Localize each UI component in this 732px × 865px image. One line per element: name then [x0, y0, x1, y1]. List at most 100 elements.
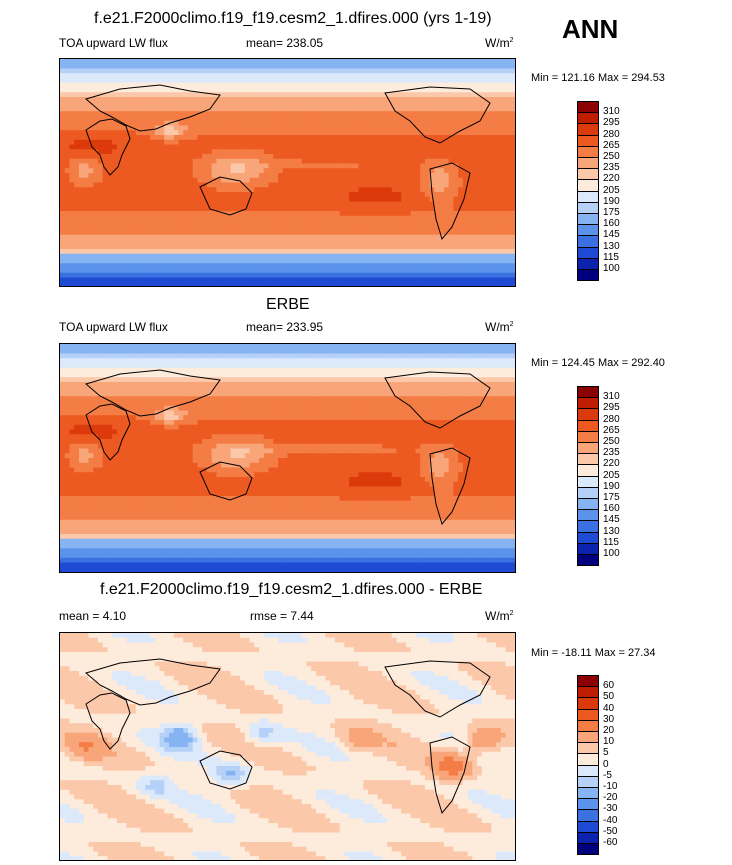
- map-cell: [78, 230, 85, 236]
- map-cell: [74, 111, 80, 117]
- map-cell: [315, 344, 322, 350]
- map-cell: [216, 230, 222, 236]
- map-cell: [382, 201, 388, 207]
- map-cell: [410, 244, 417, 250]
- map-cell: [135, 173, 142, 179]
- map-cell: [278, 230, 284, 236]
- map-cell: [349, 211, 355, 217]
- map-cell: [131, 192, 137, 198]
- map-cell: [121, 135, 127, 141]
- map-cell: [382, 130, 388, 136]
- map-cell: [197, 73, 203, 79]
- map-cell: [500, 82, 507, 89]
- map-cell: [230, 149, 236, 155]
- map-cell: [496, 144, 502, 150]
- map-cell: [320, 196, 327, 203]
- map-cell: [315, 158, 322, 165]
- map-cell: [472, 149, 478, 155]
- map-cell: [439, 182, 445, 188]
- coastline: [85, 118, 131, 176]
- map-cell: [278, 211, 284, 217]
- map-cell: [472, 87, 478, 93]
- map-cell: [145, 78, 151, 84]
- map-cell: [415, 211, 421, 217]
- map-cell: [330, 272, 336, 279]
- map-cell: [439, 68, 445, 74]
- map-cell: [368, 282, 374, 286]
- map-cell: [97, 258, 104, 264]
- map-cell: [131, 225, 137, 231]
- map-cell: [311, 144, 317, 150]
- map-cell: [150, 272, 156, 279]
- map-cell: [273, 97, 279, 103]
- map-cell: [292, 154, 298, 160]
- map-cell: [173, 135, 180, 141]
- map-cell: [69, 353, 75, 359]
- map-cell: [230, 82, 236, 89]
- map-cell: [240, 144, 246, 150]
- map-cell: [505, 225, 511, 231]
- map-cell: [254, 173, 260, 179]
- map-cell: [169, 187, 175, 193]
- map-cell: [216, 253, 222, 260]
- map-cell: [178, 234, 184, 241]
- map-cell: [192, 130, 199, 136]
- map-cell: [225, 225, 232, 231]
- map-cell: [306, 258, 312, 264]
- map-cell: [372, 187, 379, 193]
- map-cell: [216, 163, 222, 169]
- map-cell: [387, 163, 393, 169]
- map-cell: [292, 163, 298, 169]
- map-cell: [410, 92, 417, 98]
- map-cell: [429, 215, 436, 222]
- map-cell: [429, 68, 436, 74]
- map-cell: [363, 173, 369, 179]
- map-cell: [197, 111, 203, 117]
- map-cell: [107, 92, 113, 98]
- map-cell: [206, 353, 213, 359]
- map-cell: [197, 177, 203, 184]
- map-cell: [467, 258, 473, 264]
- map-cell: [315, 263, 322, 269]
- map-cell: [173, 196, 180, 203]
- map-cell: [458, 139, 464, 146]
- map-cell: [387, 220, 393, 226]
- map-cell: [396, 215, 402, 222]
- map-cell: [334, 230, 341, 236]
- map-cell: [334, 263, 341, 269]
- map-cell: [477, 192, 483, 198]
- map-cell: [405, 225, 412, 231]
- map-cell: [126, 282, 132, 286]
- map-cell: [330, 244, 336, 250]
- map-cell: [382, 348, 388, 355]
- map-cell: [145, 220, 151, 226]
- map-cell: [462, 130, 469, 136]
- map-cell: [287, 187, 293, 193]
- map-cell: [88, 196, 94, 203]
- map-cell: [477, 158, 483, 165]
- map-cell: [206, 220, 213, 226]
- map-cell: [254, 168, 260, 174]
- map-cell: [83, 201, 90, 207]
- map-cell: [443, 154, 450, 160]
- map-cell: [64, 92, 71, 98]
- map-cell: [311, 68, 317, 74]
- map-cell: [278, 249, 284, 255]
- map-cell: [462, 239, 469, 245]
- map-cell: [102, 158, 108, 165]
- map-cell: [88, 348, 94, 355]
- map-cell: [164, 73, 170, 79]
- map-cell: [102, 249, 108, 255]
- map-cell: [287, 277, 293, 283]
- map-cell: [339, 97, 345, 103]
- map-cell: [225, 272, 232, 279]
- map-cell: [263, 230, 270, 236]
- map-cell: [164, 358, 170, 364]
- map-cell: [344, 78, 350, 84]
- map-cell: [439, 173, 445, 179]
- map-cell: [83, 258, 90, 264]
- map-cell: [278, 111, 284, 117]
- map-cell: [192, 101, 199, 108]
- map-cell: [287, 234, 293, 241]
- map-cell: [178, 111, 184, 117]
